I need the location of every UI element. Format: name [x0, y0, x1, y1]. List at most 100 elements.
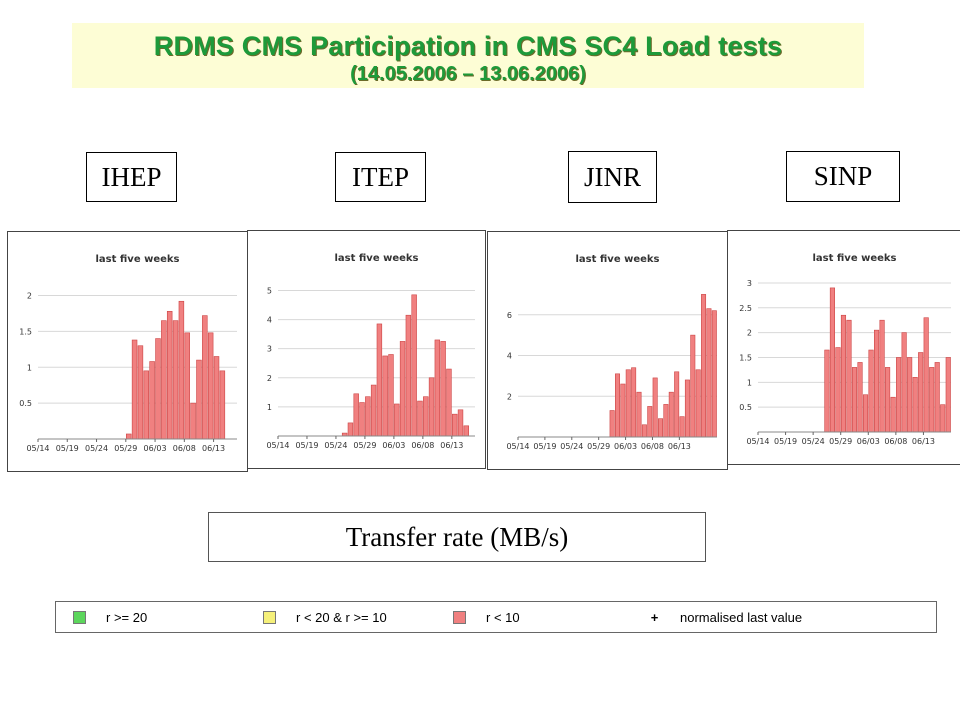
bar: [690, 334, 696, 438]
y-tick-label: 3: [747, 279, 752, 288]
legend-label: r < 10: [486, 609, 520, 625]
bar: [137, 345, 144, 440]
bar: [923, 317, 929, 433]
bar: [912, 377, 918, 433]
y-tick-label: 1: [747, 378, 752, 387]
bar: [885, 367, 891, 433]
bar: [840, 314, 847, 433]
x-tick-label: 05/14: [746, 437, 769, 446]
bar: [394, 403, 400, 437]
y-tick-label: 0.5: [19, 399, 32, 408]
x-tick-label: 05/24: [85, 444, 108, 453]
bar: [706, 308, 712, 438]
bar: [874, 329, 880, 433]
bar: [125, 433, 132, 440]
bar: [411, 294, 417, 437]
bar: [857, 362, 863, 433]
bar-chart-sinp: last five weeks 0.5 1 1.5 2 2.5 3 05/14 05/19 05/…: [739, 253, 951, 446]
x-tick-label: 06/08: [641, 442, 664, 451]
chart-panel-itep: last five weeks 1 2 3 4 5 05/14 05/19 05/24 05/29…: [247, 230, 486, 469]
x-tick-label: 05/29: [587, 442, 610, 451]
bar: [851, 367, 858, 433]
plus-icon: +: [650, 609, 659, 625]
y-tick-label: 2: [747, 329, 752, 338]
bar: [940, 404, 946, 433]
legend-label: r >= 20: [106, 609, 148, 625]
site-label-ihep: IHEP: [86, 152, 177, 202]
legend-label: r < 20 & r >= 10: [296, 609, 387, 625]
bar: [609, 410, 615, 438]
legend-swatch-yellow: [263, 610, 276, 624]
bar: [615, 373, 620, 438]
bar: [829, 287, 836, 433]
page-title: RDMS CMS Participation in CMS SC4 Load t…: [153, 31, 783, 61]
bar: [155, 338, 161, 440]
x-tick-label: 05/29: [829, 437, 852, 446]
bar: [423, 396, 429, 437]
bar: [824, 349, 830, 433]
bar: [868, 349, 874, 433]
bar: [918, 352, 924, 433]
legend-item-red: r < 10: [453, 602, 520, 632]
x-tick-label: 06/08: [884, 437, 907, 446]
legend-item-green: r >= 20: [73, 602, 147, 632]
x-tick-label: 06/03: [857, 437, 880, 446]
bar: [658, 418, 664, 438]
bar: [835, 347, 841, 433]
bar: [934, 362, 940, 433]
bar: [695, 369, 701, 438]
bar: [382, 355, 388, 437]
bar: [896, 357, 902, 433]
bar: [452, 413, 458, 437]
bar: [901, 332, 907, 433]
bar: [196, 359, 202, 440]
bar: [428, 377, 435, 437]
x-tick-label: 05/19: [56, 444, 79, 453]
y-tick-label: 2: [507, 392, 512, 401]
y-tick-label: 1.5: [739, 353, 752, 362]
y-tick-label: 1: [27, 363, 32, 372]
x-tick-label: 06/13: [912, 437, 935, 446]
bar: [417, 400, 423, 437]
y-tick-label: 4: [267, 316, 272, 325]
site-label-jinr: JINR: [568, 151, 657, 203]
legend-item-yellow: r < 20 & r >= 10: [263, 602, 387, 632]
chart-title: last five weeks: [335, 253, 419, 264]
x-tick-label: 05/24: [560, 442, 583, 451]
x-tick-label: 06/13: [668, 442, 691, 451]
x-tick-label: 06/08: [173, 444, 196, 453]
bar: [405, 314, 412, 437]
x-tick-label: 06/08: [411, 441, 434, 450]
y-tick-label: 6: [507, 311, 512, 320]
chart-title: last five weeks: [576, 254, 660, 265]
bar: [679, 416, 685, 438]
bar: [184, 332, 190, 440]
bar: [388, 354, 394, 437]
x-tick-label: 05/24: [324, 441, 347, 450]
bar: [907, 357, 913, 433]
bar: [620, 383, 626, 438]
bar: [641, 424, 647, 438]
legend-bar: r >= 20 r < 20 & r >= 10 r < 10 + normal…: [55, 601, 937, 633]
bar-chart-ihep: last five weeks 0.5 1 1.5 2 05/14 05/19 05/24 05…: [19, 254, 237, 453]
bar: [647, 406, 653, 438]
bar: [652, 377, 658, 438]
x-tick-label: 05/29: [353, 441, 376, 450]
chart-title: last five weeks: [813, 253, 897, 264]
y-tick-label: 2: [27, 292, 32, 301]
x-tick-label: 06/03: [382, 441, 405, 450]
legend-label: normalised last value: [680, 609, 803, 625]
legend-swatch-green: [73, 610, 86, 624]
y-tick-label: 3: [267, 345, 272, 354]
bar: [862, 394, 869, 433]
bar: [161, 320, 167, 440]
site-label-sinp: SINP: [786, 151, 900, 202]
x-tick-label: 05/14: [266, 441, 289, 450]
x-tick-label: 05/19: [295, 441, 318, 450]
bar: [684, 379, 690, 438]
bar: [446, 368, 452, 437]
x-tick-label: 05/14: [506, 442, 529, 451]
chart-panel-jinr: last five weeks 2 4 6 05/14 05/19 05/24 05/29 06…: [487, 231, 728, 470]
bar: [879, 319, 885, 433]
bar: [890, 396, 896, 433]
